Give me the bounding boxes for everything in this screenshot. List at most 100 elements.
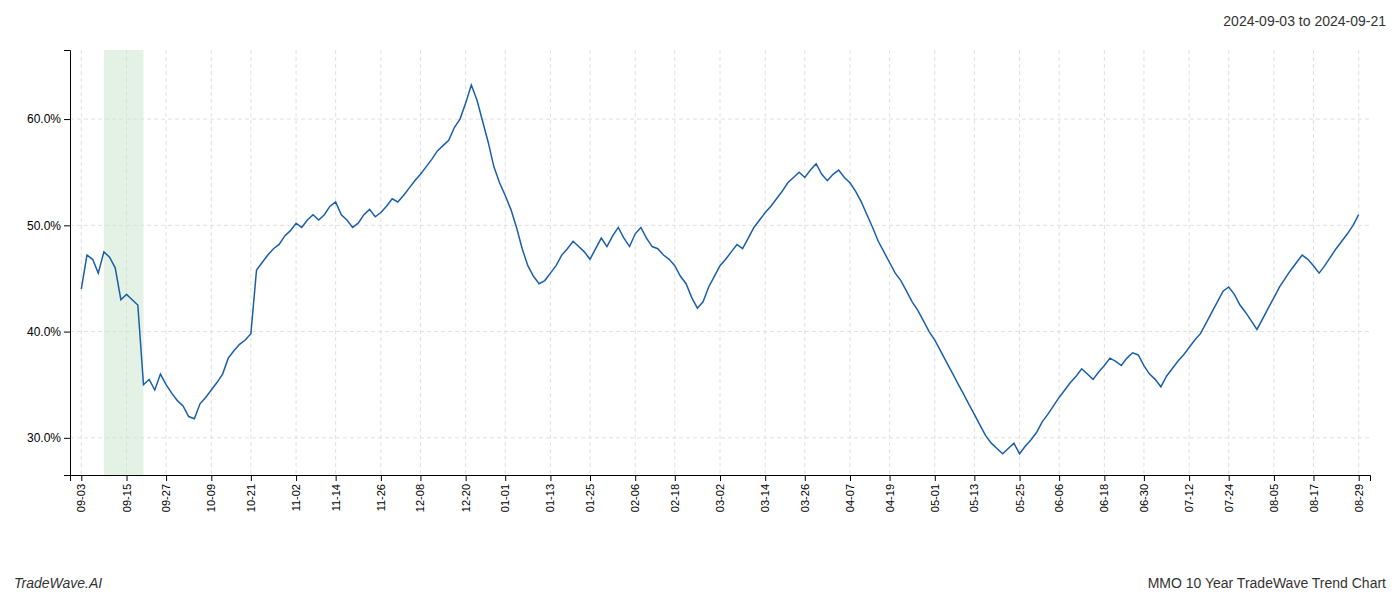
x-axis-line	[71, 476, 1371, 482]
grid-line-x	[81, 50, 82, 475]
x-tick-mark	[1020, 475, 1021, 481]
x-tick-mark	[1189, 475, 1190, 481]
x-tick: 06-18	[1098, 475, 1110, 512]
footer-right: MMO 10 Year TradeWave Trend Chart	[1148, 575, 1386, 591]
chart-svg: 09-0309-1509-2710-0910-2111-0211-1411-26…	[0, 0, 1400, 600]
x-tick-label: 11-14	[330, 484, 342, 511]
x-tick-label: 05-01	[929, 484, 941, 512]
x-tick-label: 10-09	[205, 484, 217, 512]
x-tick-mark	[675, 475, 676, 481]
grid-line-x	[335, 50, 336, 475]
chart-container: 09-0309-1509-2710-0910-2111-0211-1411-26…	[0, 0, 1400, 600]
x-tick-mark	[420, 475, 421, 481]
y-axis-line	[64, 51, 71, 476]
grid-line-x	[550, 50, 551, 475]
x-tick-label: 08-05	[1268, 484, 1280, 512]
x-tick: 02-06	[629, 475, 641, 512]
x-tick-mark	[765, 475, 766, 481]
x-tick: 08-17	[1307, 475, 1319, 512]
marks	[81, 50, 1358, 475]
grid-line-x	[1104, 50, 1105, 475]
x-tick-mark	[81, 475, 82, 481]
x-tick-mark	[381, 475, 382, 481]
y-tick: 40.0%	[27, 325, 70, 339]
x-tick-mark	[935, 475, 936, 481]
x-tick-mark	[635, 475, 636, 481]
x-tick-label: 04-07	[844, 484, 856, 512]
x-tick-label: 09-03	[75, 484, 87, 512]
grid-line-x	[720, 50, 721, 475]
y-tick-label: 40.0%	[27, 325, 61, 339]
grid-line-x	[1143, 50, 1144, 475]
x-tick-mark	[296, 475, 297, 481]
x-tick-label: 12-20	[460, 484, 472, 512]
grid-line-x	[465, 50, 466, 475]
x-tick-label: 10-21	[245, 484, 257, 512]
x-tick-label: 12-08	[414, 484, 426, 512]
x-tick-mark	[166, 475, 167, 481]
plot-area: 09-0309-1509-2710-0910-2111-0211-1411-26…	[27, 50, 1371, 512]
grid-line-x	[1059, 50, 1060, 475]
grid-line-x	[380, 50, 381, 475]
x-tick: 10-21	[245, 475, 257, 512]
y-tick: 30.0%	[27, 431, 70, 445]
x-tick: 08-05	[1268, 475, 1280, 512]
x-tick-label: 08-29	[1353, 484, 1365, 512]
x-tick-mark	[1104, 475, 1105, 481]
grid	[70, 50, 1370, 475]
x-tick: 07-24	[1223, 475, 1235, 512]
grid-line-x	[211, 50, 212, 475]
grid-line-x	[674, 50, 675, 475]
x-tick-label: 07-24	[1223, 484, 1235, 512]
x-tick-label: 06-30	[1138, 484, 1150, 512]
x-tick-label: 03-26	[799, 484, 811, 512]
grid-line-x	[850, 50, 851, 475]
y-tick-label: 30.0%	[27, 431, 61, 445]
x-tick: 02-18	[669, 475, 681, 512]
grid-line-x	[420, 50, 421, 475]
y-tick-mark	[64, 225, 70, 226]
highlight-band	[104, 50, 144, 475]
grid-line-x	[505, 50, 506, 475]
x-tick: 04-19	[884, 475, 896, 512]
x-tick: 09-15	[121, 475, 133, 512]
x-tick-label: 01-13	[544, 484, 556, 512]
x-tick-label: 03-14	[759, 484, 771, 512]
x-tick: 01-25	[584, 475, 596, 512]
x-tick: 06-06	[1053, 475, 1065, 512]
x-tick-label: 06-18	[1098, 484, 1110, 512]
grid-line-x	[1228, 50, 1229, 475]
grid-line-x	[590, 50, 591, 475]
grid-line-x	[1358, 50, 1359, 475]
x-tick-label: 09-15	[121, 484, 133, 512]
x-tick: 05-13	[968, 475, 980, 512]
y-tick-mark	[64, 332, 70, 333]
x-tick: 04-07	[844, 475, 856, 512]
x-tick-mark	[974, 475, 975, 481]
line	[81, 85, 1358, 454]
grid-line-x	[974, 50, 975, 475]
grid-line-x	[635, 50, 636, 475]
x-tick-mark	[211, 475, 212, 481]
x-tick: 11-14	[330, 475, 342, 511]
x-tick-label: 02-06	[629, 484, 641, 512]
grid-line-x	[804, 50, 805, 475]
grid-line-x	[1189, 50, 1190, 475]
x-tick-mark	[890, 475, 891, 481]
grid-line-y	[70, 119, 1370, 120]
x-tick-mark	[1229, 475, 1230, 481]
y-axis: 30.0%40.0%50.0%60.0%	[27, 51, 71, 476]
x-tick-mark	[466, 475, 467, 481]
x-tick-mark	[127, 475, 128, 481]
x-tick-label: 09-27	[160, 484, 172, 512]
x-tick-mark	[590, 475, 591, 481]
x-tick-mark	[1359, 475, 1360, 481]
grid-line-x	[765, 50, 766, 475]
x-tick-label: 01-25	[584, 484, 596, 512]
x-tick: 07-12	[1183, 475, 1195, 512]
x-tick: 05-25	[1014, 475, 1026, 512]
x-tick-label: 07-12	[1183, 484, 1195, 512]
grid-line-x	[1273, 50, 1274, 475]
x-tick: 03-02	[714, 475, 726, 512]
x-tick-mark	[251, 475, 252, 481]
